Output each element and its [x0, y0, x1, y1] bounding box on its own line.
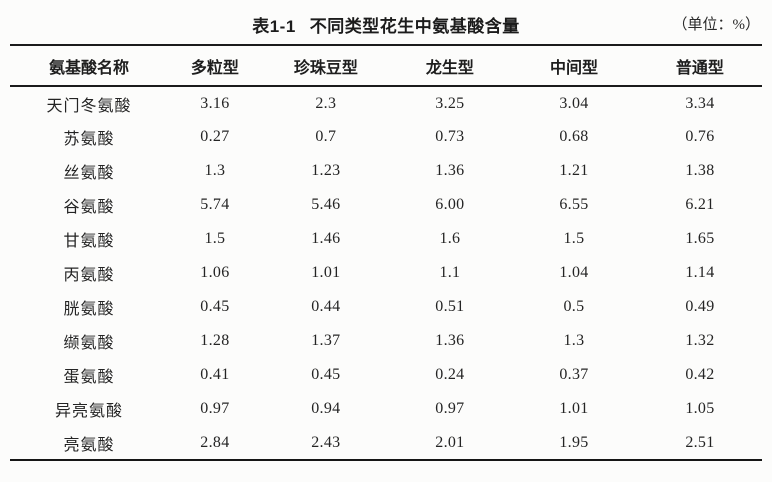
cell-value: 0.68: [559, 128, 589, 145]
cell-value: 1.04: [559, 264, 589, 281]
cell-value: 0.5: [563, 298, 585, 315]
cell-value: 1.36: [435, 162, 465, 179]
cell-value: 1.5: [563, 230, 585, 247]
cell-value: 1.21: [559, 162, 589, 179]
table-row: 异亮氨酸 0.97 0.94 0.97 1.01 1.05: [10, 392, 762, 426]
cell-value: 0.41: [200, 366, 230, 383]
row-label: 谷氨酸: [63, 199, 115, 216]
row-label: 丝氨酸: [63, 165, 115, 182]
table-body: 天门冬氨酸 3.16 2.3 3.25 3.04 3.34 苏氨酸 0.27 0…: [10, 86, 762, 460]
cell-value: 1.1: [439, 264, 461, 281]
column-header-putong: 普通型: [675, 59, 724, 77]
row-label: 胱氨酸: [63, 301, 115, 318]
cell-value: 0.51: [435, 298, 465, 315]
cell-value: 1.06: [200, 264, 230, 281]
cell-value: 2.51: [685, 433, 715, 451]
table-row: 胱氨酸 0.45 0.44 0.51 0.5 0.49: [10, 290, 762, 324]
cell-value: 2.3: [315, 94, 337, 112]
cell-value: 0.73: [435, 128, 465, 145]
header-row: 氨基酸名称 多粒型 珍珠豆型 龙生型 中间型 普通型: [10, 45, 762, 86]
table-title-text: 不同类型花生中氨基酸含量: [309, 17, 520, 36]
cell-value: 0.7: [315, 128, 337, 145]
cell-value: 5.74: [200, 196, 230, 213]
cell-value: 3.16: [200, 94, 230, 112]
cell-value: 6.00: [435, 196, 465, 213]
column-header-name: 氨基酸名称: [48, 59, 129, 77]
table-row: 甘氨酸 1.5 1.46 1.6 1.5 1.65: [10, 222, 762, 256]
cell-value: 0.27: [200, 128, 230, 145]
cell-value: 0.94: [311, 400, 341, 417]
table-row: 谷氨酸 5.74 5.46 6.00 6.55 6.21: [10, 188, 762, 222]
column-header-zhongjian: 中间型: [549, 59, 598, 77]
cell-value: 0.97: [435, 400, 465, 417]
column-header-longsheng: 龙生型: [425, 59, 474, 77]
table-caption-bar: 表1-1 不同类型花生中氨基酸含量 （单位：%）: [0, 0, 772, 44]
cell-value: 1.36: [435, 332, 465, 349]
cell-value: 1.65: [685, 230, 715, 247]
table-number: 表1-1: [252, 17, 296, 36]
row-label: 丙氨酸: [63, 267, 115, 284]
table-title: 表1-1 不同类型花生中氨基酸含量: [0, 12, 772, 37]
table-row: 丝氨酸 1.3 1.23 1.36 1.21 1.38: [10, 154, 762, 188]
cell-value: 1.95: [559, 433, 589, 451]
cell-value: 1.14: [685, 264, 715, 281]
cell-value: 0.45: [200, 298, 230, 315]
cell-value: 0.42: [685, 366, 715, 383]
cell-value: 2.43: [311, 433, 341, 451]
cell-value: 1.3: [563, 332, 585, 349]
cell-value: 1.6: [439, 230, 461, 247]
cell-value: 1.46: [311, 230, 341, 247]
cell-value: 2.01: [435, 433, 465, 451]
cell-value: 1.37: [311, 332, 341, 349]
cell-value: 0.76: [685, 128, 715, 145]
table-row: 亮氨酸 2.84 2.43 2.01 1.95 2.51: [10, 426, 762, 460]
row-label: 甘氨酸: [63, 233, 115, 250]
cell-value: 1.01: [559, 400, 589, 417]
cell-value: 1.05: [685, 400, 715, 417]
cell-value: 0.44: [311, 298, 341, 315]
cell-value: 5.46: [311, 196, 341, 213]
cell-value: 0.49: [685, 298, 715, 315]
cell-value: 0.24: [435, 366, 465, 383]
table-row: 蛋氨酸 0.41 0.45 0.24 0.37 0.42: [10, 358, 762, 392]
row-label: 苏氨酸: [63, 131, 115, 148]
cell-value: 1.3: [204, 162, 226, 179]
amino-acid-table: 氨基酸名称 多粒型 珍珠豆型 龙生型 中间型 普通型 天门冬氨酸 3.16 2.…: [10, 44, 762, 461]
table-row: 缬氨酸 1.28 1.37 1.36 1.3 1.32: [10, 324, 762, 358]
row-label: 异亮氨酸: [54, 403, 123, 420]
cell-value: 1.28: [200, 332, 230, 349]
row-label: 亮氨酸: [63, 436, 115, 454]
cell-value: 2.84: [200, 433, 230, 451]
cell-value: 1.32: [685, 332, 715, 349]
table-header: 氨基酸名称 多粒型 珍珠豆型 龙生型 中间型 普通型: [10, 45, 762, 86]
cell-value: 3.25: [435, 94, 465, 112]
cell-value: 1.01: [311, 264, 341, 281]
row-label: 天门冬氨酸: [46, 97, 132, 115]
cell-value: 3.04: [559, 94, 589, 112]
table-row: 丙氨酸 1.06 1.01 1.1 1.04 1.14: [10, 256, 762, 290]
unit-label: （单位：%）: [672, 17, 761, 33]
table-row: 苏氨酸 0.27 0.7 0.73 0.68 0.76: [10, 120, 762, 154]
cell-value: 1.38: [685, 162, 715, 179]
cell-value: 3.34: [685, 94, 715, 112]
column-header-duoli: 多粒型: [190, 59, 239, 77]
cell-value: 1.5: [204, 230, 226, 247]
table-row: 天门冬氨酸 3.16 2.3 3.25 3.04 3.34: [10, 86, 762, 120]
cell-value: 6.21: [685, 196, 715, 213]
cell-value: 6.55: [559, 196, 589, 213]
column-header-zhenzhudou: 珍珠豆型: [293, 59, 358, 77]
cell-value: 1.23: [311, 162, 341, 179]
cell-value: 0.37: [559, 366, 589, 383]
row-label: 缬氨酸: [63, 335, 115, 352]
row-label: 蛋氨酸: [63, 369, 115, 386]
cell-value: 0.97: [200, 400, 230, 417]
cell-value: 0.45: [311, 366, 341, 383]
